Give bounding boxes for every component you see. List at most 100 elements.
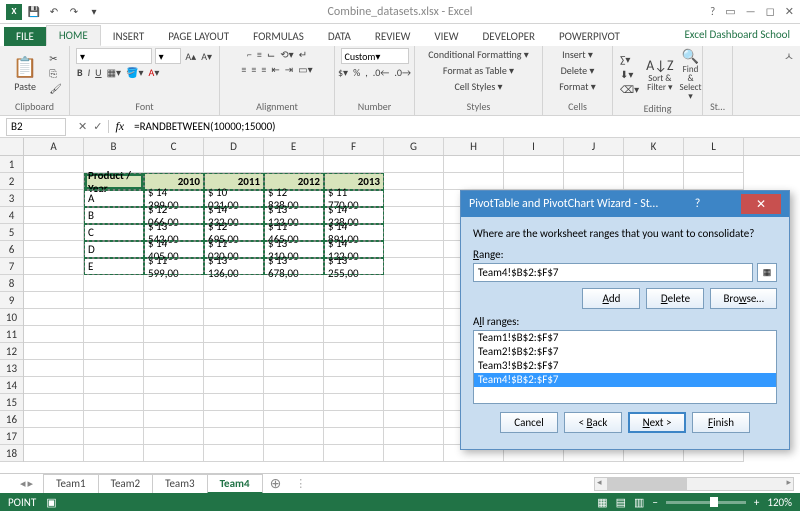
cell[interactable]: $ 13 136,00 — [204, 258, 264, 275]
find-select-button[interactable]: 🔍 Find &Select ▾ — [680, 48, 702, 101]
cell[interactable] — [144, 428, 204, 445]
zoom-level[interactable]: 120% — [767, 496, 792, 509]
align-bottom-icon[interactable]: ⌙ — [266, 48, 276, 61]
fill-color-icon[interactable]: 🪣▾ — [125, 66, 144, 79]
cell[interactable] — [384, 445, 444, 462]
conditional-formatting-button[interactable]: Conditional Formatting ▾ — [427, 48, 530, 61]
cell[interactable] — [204, 275, 264, 292]
cell[interactable] — [264, 411, 324, 428]
decrease-font-icon[interactable]: A▾ — [200, 50, 213, 63]
cell[interactable] — [264, 156, 324, 173]
tab-view[interactable]: VIEW — [422, 27, 470, 46]
cell[interactable]: C — [84, 224, 144, 241]
cell[interactable] — [384, 292, 444, 309]
col-header[interactable]: H — [444, 138, 504, 155]
cell[interactable] — [144, 309, 204, 326]
cell[interactable] — [624, 173, 684, 190]
dialog-help-icon[interactable]: ? — [695, 197, 701, 211]
row-header[interactable]: 16 — [0, 411, 23, 428]
sort-filter-button[interactable]: A↓Z Sort &Filter ▾ — [646, 57, 673, 92]
cell[interactable] — [384, 326, 444, 343]
cell[interactable] — [324, 292, 384, 309]
merge-icon[interactable]: ▭▾ — [297, 63, 313, 76]
range-list-item[interactable]: Team3!$B$2:$F$7 — [474, 359, 776, 373]
tab-home[interactable]: HOME — [46, 25, 101, 46]
row-header[interactable]: 4 — [0, 207, 23, 224]
fx-icon[interactable]: fx — [109, 119, 130, 134]
sheet-tab[interactable]: Team1 — [43, 474, 99, 494]
cell[interactable] — [384, 241, 444, 258]
tab-page-layout[interactable]: PAGE LAYOUT — [156, 27, 241, 46]
cell[interactable] — [204, 377, 264, 394]
cell[interactable] — [84, 360, 144, 377]
number-format-dropdown[interactable]: Custom ▾ — [341, 48, 409, 64]
next-button[interactable]: Next > — [628, 412, 686, 433]
cell[interactable] — [144, 411, 204, 428]
align-top-icon[interactable]: ⌐ — [246, 48, 253, 61]
row-header[interactable]: 9 — [0, 292, 23, 309]
row-header[interactable]: 13 — [0, 360, 23, 377]
cell[interactable] — [384, 258, 444, 275]
cell[interactable] — [144, 275, 204, 292]
currency-icon[interactable]: $▾ — [337, 66, 349, 79]
delete-cells-button[interactable]: Delete ▾ — [560, 64, 596, 77]
add-button[interactable]: Add — [582, 288, 640, 309]
view-break-icon[interactable]: ▥ — [634, 496, 644, 509]
cell[interactable] — [384, 275, 444, 292]
row-header[interactable]: 3 — [0, 190, 23, 207]
cell[interactable] — [144, 360, 204, 377]
font-size-dropdown[interactable]: ▾ — [155, 48, 182, 64]
row-header[interactable]: 18 — [0, 445, 23, 462]
sheet-nav-next-icon[interactable]: ▸ — [28, 477, 34, 490]
row-header[interactable]: 8 — [0, 275, 23, 292]
cell[interactable] — [24, 411, 84, 428]
cell[interactable] — [24, 258, 84, 275]
range-list-item[interactable]: Team4!$B$2:$F$7 — [474, 373, 776, 387]
cell[interactable] — [324, 377, 384, 394]
cell[interactable] — [264, 360, 324, 377]
cell[interactable]: A — [84, 190, 144, 207]
cell[interactable] — [564, 156, 624, 173]
cell[interactable] — [24, 360, 84, 377]
cell[interactable] — [24, 190, 84, 207]
all-ranges-listbox[interactable]: Team1!$B$2:$F$7Team2!$B$2:$F$7Team3!$B$2… — [473, 330, 777, 404]
col-header[interactable]: F — [324, 138, 384, 155]
clear-icon[interactable]: ⌫▾ — [619, 83, 640, 96]
autosum-icon[interactable]: ∑▾ — [619, 53, 640, 66]
browse-button[interactable]: Browse… — [710, 288, 777, 309]
cell[interactable] — [324, 156, 384, 173]
cancel-icon[interactable]: ✕ — [78, 120, 87, 133]
cell[interactable] — [684, 156, 744, 173]
cell[interactable] — [24, 428, 84, 445]
tab-powerpivot[interactable]: POWERPIVOT — [547, 27, 632, 46]
cell[interactable] — [84, 309, 144, 326]
cell[interactable] — [384, 343, 444, 360]
tab-file[interactable]: FILE — [4, 27, 46, 46]
cell[interactable] — [24, 156, 84, 173]
cell[interactable] — [264, 394, 324, 411]
cut-icon[interactable]: ✂ — [48, 52, 63, 65]
cell[interactable] — [564, 173, 624, 190]
insert-cells-button[interactable]: Insert ▾ — [561, 48, 594, 61]
cell[interactable] — [204, 445, 264, 462]
col-header[interactable]: K — [624, 138, 684, 155]
cell[interactable] — [204, 156, 264, 173]
cell[interactable] — [24, 394, 84, 411]
tab-data[interactable]: DATA — [316, 27, 363, 46]
orientation-icon[interactable]: ⟲▾ — [279, 48, 294, 61]
align-left-icon[interactable]: ≡ — [240, 63, 247, 76]
paste-button[interactable]: 📋 Paste — [6, 55, 44, 93]
increase-decimal-icon[interactable]: .0← — [372, 66, 391, 79]
zoom-in-icon[interactable]: + — [754, 496, 759, 509]
cell[interactable] — [144, 156, 204, 173]
cell[interactable] — [264, 428, 324, 445]
sheet-tab[interactable]: Team2 — [98, 474, 154, 494]
cell[interactable] — [204, 411, 264, 428]
formula-text[interactable]: =RANDBETWEEN(10000;15000) — [130, 120, 275, 133]
cell[interactable] — [264, 343, 324, 360]
close-icon[interactable]: ✕ — [785, 5, 794, 18]
cell[interactable]: Product / Year — [84, 173, 144, 190]
col-header[interactable]: A — [24, 138, 84, 155]
undo-icon[interactable]: ↶ — [46, 4, 62, 20]
cell[interactable] — [264, 292, 324, 309]
